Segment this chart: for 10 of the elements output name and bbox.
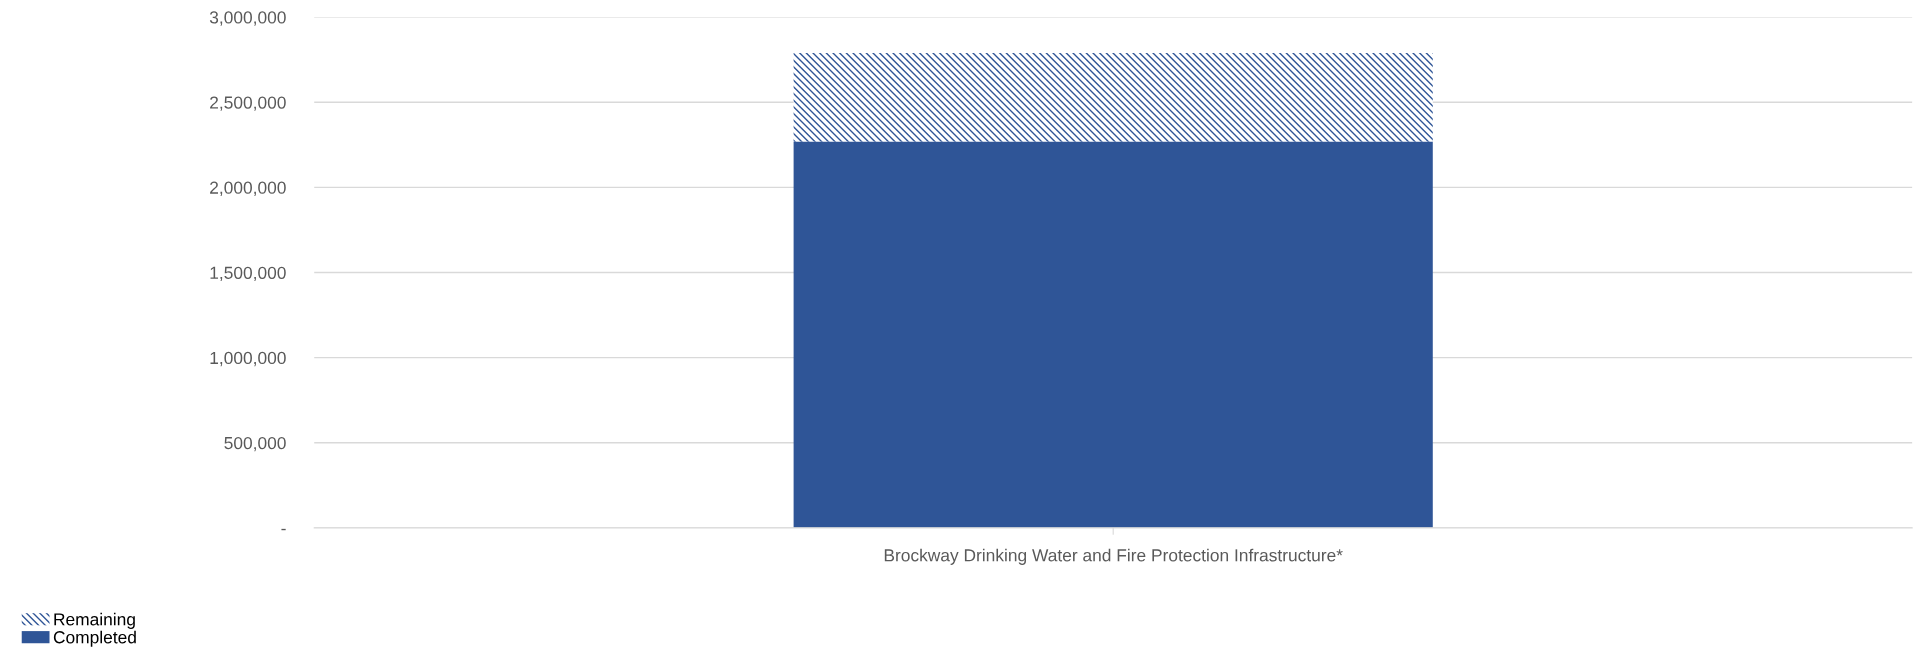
y-tick-label: 500,000 <box>224 436 286 452</box>
y-tick-label: - <box>281 528 286 531</box>
x-tick-label: Brockway Drinking Water and Fire Protection Infrastructure* <box>884 548 1343 565</box>
y-tick-label: 1,000,000 <box>210 351 286 367</box>
legend-label: Remaining <box>54 612 135 629</box>
y-tick-label: 1,500,000 <box>210 266 286 282</box>
y-tick-label: 3,000,000 <box>209 11 286 26</box>
y-tick-label: 2,500,000 <box>210 96 286 111</box>
legend-label: Completed <box>53 630 136 647</box>
y-tick-label: 2,000,000 <box>210 181 286 196</box>
